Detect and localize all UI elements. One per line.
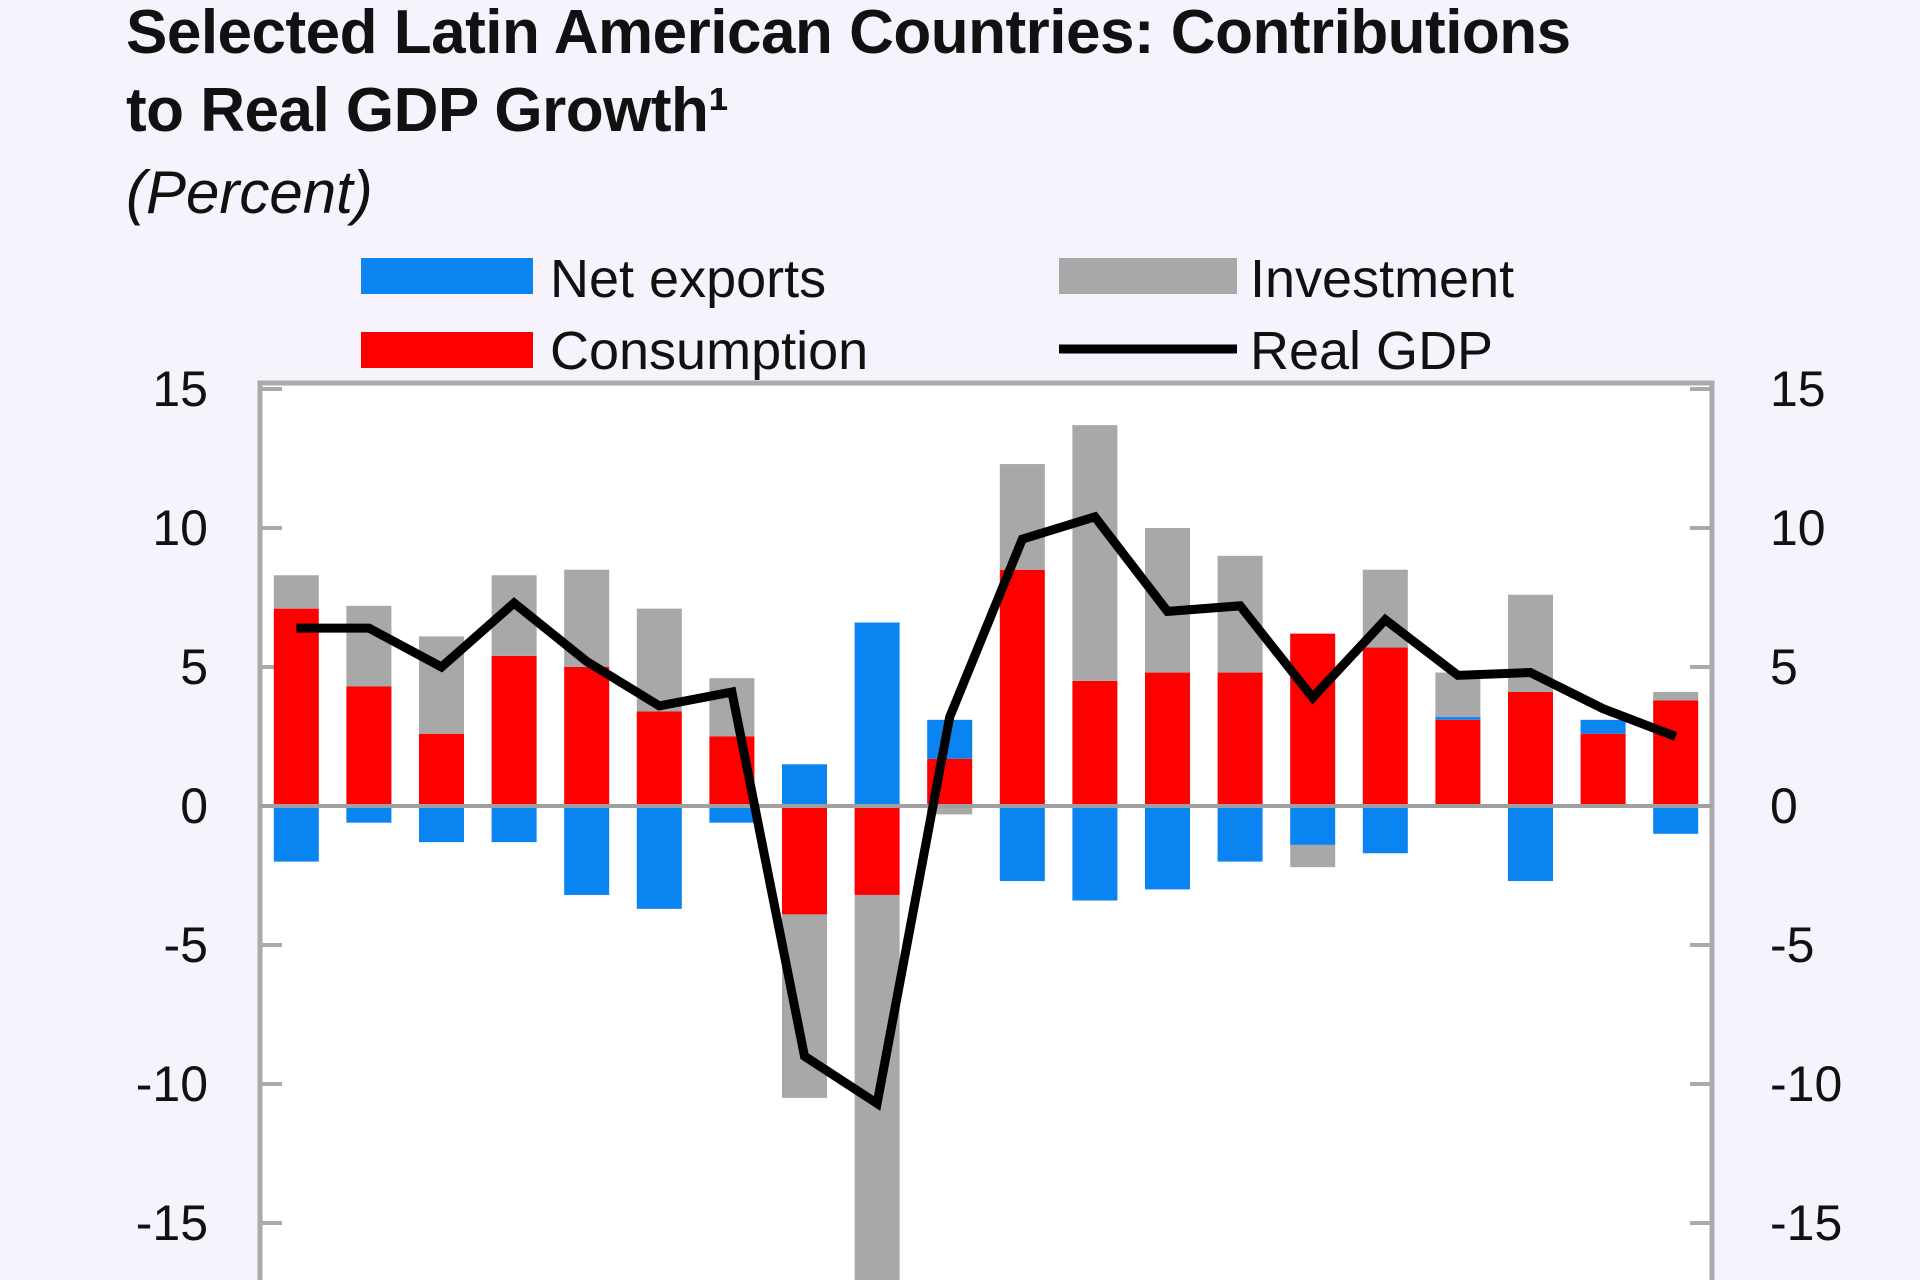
bar-investment: [1653, 692, 1699, 701]
bar-net-exports: [418, 806, 465, 843]
bar-consumption: [1217, 672, 1263, 806]
y-tick-label-left: -15: [136, 1195, 208, 1251]
bar-investment: [1072, 425, 1118, 681]
bar-net-exports: [636, 806, 682, 909]
y-tick-label-left: 0: [180, 778, 208, 834]
bar-net-exports: [1072, 806, 1118, 901]
bar-net-exports: [346, 806, 392, 823]
plot-area: [257, 380, 1715, 1280]
bar-net-exports: [999, 806, 1045, 882]
bar-consumption: [1144, 672, 1191, 806]
legend-swatch-investment: [1059, 258, 1237, 294]
y-tick-label-right: -10: [1770, 1056, 1842, 1112]
real-gdp-line: [296, 511, 1678, 1111]
legend-label-net-exports: Net exports: [550, 249, 826, 309]
bar-net-exports: [1217, 806, 1263, 862]
bar-consumption: [1290, 633, 1336, 806]
bar-net-exports: [854, 622, 900, 806]
legend-label-real-gdp: Real GDP: [1250, 321, 1493, 381]
bar-net-exports: [564, 806, 610, 895]
bar-investment: [927, 806, 973, 815]
chart-subtitle: (Percent): [126, 159, 373, 226]
y-tick-label-right: -15: [1770, 1195, 1842, 1251]
chart-title-line-2: to Real GDP Growth¹: [126, 76, 729, 145]
bar-consumption: [418, 733, 465, 806]
legend-swatch-consumption: [361, 332, 533, 368]
y-tick-label-left: 10: [152, 500, 208, 556]
bar-net-exports: [1435, 717, 1481, 720]
legend-label-investment: Investment: [1250, 249, 1514, 309]
bar-consumption: [1507, 692, 1554, 806]
bar-consumption: [491, 655, 537, 806]
bar-consumption: [1580, 733, 1626, 806]
legend-label-consumption: Consumption: [550, 321, 868, 381]
bar-consumption: [781, 806, 828, 915]
bar-consumption: [1653, 700, 1699, 806]
bar-investment: [1144, 528, 1191, 673]
bar-net-exports: [1507, 806, 1554, 882]
y-axis-right: 15 10 5 0 -5 -10 -15: [1690, 361, 1842, 1251]
bar-net-exports: [1362, 806, 1408, 854]
bar-net-exports: [273, 806, 319, 862]
bar-consumption: [564, 667, 610, 806]
y-tick-label-right: -5: [1770, 917, 1814, 973]
bar-net-exports: [781, 764, 828, 806]
bar-consumption: [854, 806, 900, 895]
bar-investment: [346, 605, 392, 687]
bar-consumption: [273, 608, 319, 806]
bar-net-exports: [1144, 806, 1191, 890]
bar-net-exports: [1290, 806, 1336, 845]
bar-investment: [273, 575, 319, 609]
bar-consumption: [999, 569, 1045, 806]
legend: Net exports Investment Consumption Real …: [361, 249, 1514, 381]
bar-investment: [1290, 844, 1336, 868]
y-tick-label-left: -10: [136, 1056, 208, 1112]
bar-investment: [1435, 672, 1481, 718]
y-tick-label-right: 0: [1770, 778, 1798, 834]
bar-investment: [999, 464, 1045, 570]
y-tick-label-right: 5: [1770, 639, 1798, 695]
bar-net-exports: [1580, 719, 1626, 734]
bar-net-exports: [709, 806, 755, 823]
bar-investment: [1217, 555, 1263, 673]
legend-swatch-net-exports: [361, 258, 533, 294]
bar-consumption: [1072, 680, 1118, 806]
y-tick-label-left: -5: [164, 917, 208, 973]
bar-consumption: [346, 686, 392, 806]
y-tick-label-left: 5: [180, 639, 208, 695]
real-gdp-line-group: [296, 511, 1678, 1111]
bar-consumption: [1362, 647, 1408, 806]
bar-net-exports: [1653, 806, 1699, 834]
bar-consumption: [636, 711, 682, 806]
y-tick-label-right: 10: [1770, 500, 1826, 556]
y-tick-label-left: 15: [152, 361, 208, 417]
y-tick-label-right: 15: [1770, 361, 1826, 417]
bar-net-exports: [491, 806, 537, 843]
chart-title-line-1: Selected Latin American Countries: Contr…: [126, 0, 1571, 67]
bar-consumption: [1435, 719, 1481, 806]
chart-title: Selected Latin American Countries: Contr…: [126, 0, 1571, 150]
